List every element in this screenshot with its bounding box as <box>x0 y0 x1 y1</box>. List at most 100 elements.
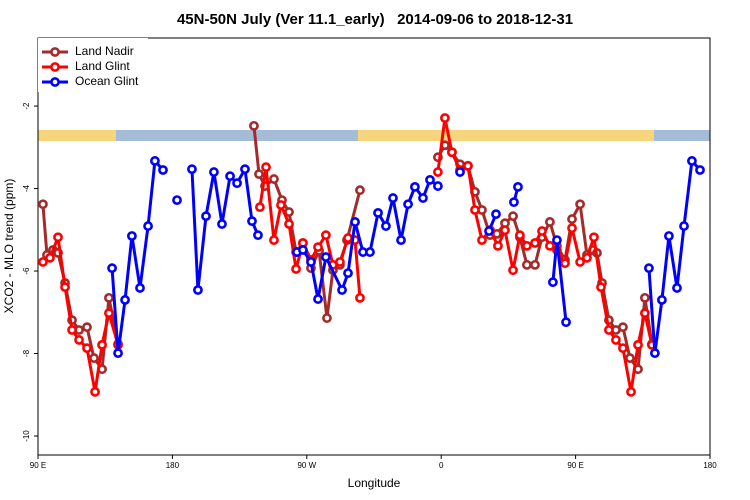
data-point <box>350 217 360 227</box>
data-point <box>225 171 235 182</box>
x-tick-label: 180 <box>703 461 717 470</box>
data-point <box>545 217 555 227</box>
data-point <box>639 308 650 319</box>
data-point <box>201 211 211 222</box>
data-point <box>365 247 375 257</box>
data-point <box>596 282 606 293</box>
data-point <box>611 335 621 345</box>
data-point <box>187 164 197 175</box>
data-point <box>158 165 168 175</box>
data-point <box>561 317 571 328</box>
data-point <box>618 343 628 354</box>
data-point <box>373 207 383 218</box>
data-point <box>217 219 227 229</box>
data-point <box>255 202 265 213</box>
data-point <box>45 252 55 263</box>
data-point <box>240 164 250 175</box>
x-tick-label: 90 E <box>567 461 583 470</box>
data-point <box>284 219 294 229</box>
data-point <box>575 199 585 210</box>
x-tick-label: 90 E <box>30 461 46 470</box>
x-axis-label: Longitude <box>348 476 401 490</box>
data-point <box>664 231 674 241</box>
data-point <box>193 285 203 295</box>
data-point <box>247 216 257 227</box>
data-point <box>575 257 585 267</box>
data-point <box>537 226 547 236</box>
y-tick-label: -6 <box>22 267 31 275</box>
plot-frame <box>37 37 711 456</box>
data-point <box>484 226 494 236</box>
data-point <box>649 348 660 359</box>
data-point <box>679 221 689 231</box>
series-line <box>110 159 165 355</box>
data-point <box>618 322 628 333</box>
data-point <box>261 162 271 173</box>
data-point <box>493 240 503 251</box>
data-point <box>337 285 347 295</box>
data-point <box>355 292 365 303</box>
data-point <box>249 120 259 131</box>
data-point <box>604 325 614 335</box>
surface-band <box>38 130 710 141</box>
data-point <box>567 223 577 234</box>
data-point <box>253 230 263 241</box>
data-point <box>313 294 323 304</box>
data-point <box>508 265 518 276</box>
data-point <box>513 181 523 192</box>
data-point <box>410 181 420 192</box>
data-point <box>433 167 443 177</box>
data-point <box>172 195 182 205</box>
data-point <box>89 353 99 363</box>
data-point <box>625 353 635 363</box>
x-tick-label: 0 <box>439 461 444 470</box>
data-point <box>567 214 577 224</box>
data-point <box>298 245 308 255</box>
data-point <box>343 268 353 279</box>
data-point <box>135 283 145 293</box>
data-point <box>440 113 450 123</box>
y-axis-label: XCO2 - MLO trend (ppm) <box>2 179 16 314</box>
series-line <box>296 178 439 301</box>
data-point <box>545 240 555 251</box>
data-point <box>447 147 457 158</box>
data-point <box>530 259 540 270</box>
data-point <box>355 185 365 196</box>
land-band <box>38 130 116 141</box>
data-point <box>269 235 279 246</box>
data-point <box>232 178 242 189</box>
data-point <box>522 259 532 270</box>
series-line <box>190 167 260 292</box>
data-point <box>209 167 219 177</box>
data-point <box>522 240 532 251</box>
data-point <box>418 193 428 203</box>
data-point <box>477 235 487 246</box>
data-point <box>514 230 525 241</box>
legend-label: Land Glint <box>75 59 130 73</box>
data-point <box>60 282 70 293</box>
data-point <box>82 322 92 333</box>
chart-title: 45N-50N July (Ver 11.1_early) 2014-09-06… <box>177 11 573 28</box>
data-point <box>560 258 570 269</box>
data-point <box>306 257 316 267</box>
data-point <box>633 339 643 350</box>
data-point <box>113 348 123 359</box>
y-tick-label: -8 <box>22 349 31 357</box>
data-point <box>548 277 558 288</box>
data-point <box>90 386 100 397</box>
data-point <box>589 232 599 243</box>
data-point <box>82 343 92 354</box>
data-point <box>313 242 323 253</box>
data-point <box>687 156 697 166</box>
legend-label: Land Nadir <box>75 44 134 58</box>
data-point <box>433 181 443 191</box>
data-point <box>254 169 264 180</box>
data-point <box>67 325 77 335</box>
data-point <box>639 292 650 303</box>
data-point <box>321 252 331 262</box>
data-point <box>463 160 473 171</box>
data-point <box>509 197 519 208</box>
data-point <box>626 386 636 397</box>
data-point <box>508 211 518 222</box>
